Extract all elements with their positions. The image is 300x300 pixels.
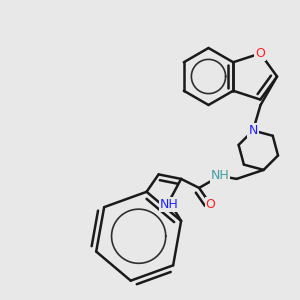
Text: NH: NH: [160, 198, 178, 211]
Text: NH: NH: [211, 169, 230, 182]
Text: O: O: [206, 198, 215, 211]
Text: O: O: [255, 47, 265, 60]
Text: N: N: [248, 124, 258, 137]
